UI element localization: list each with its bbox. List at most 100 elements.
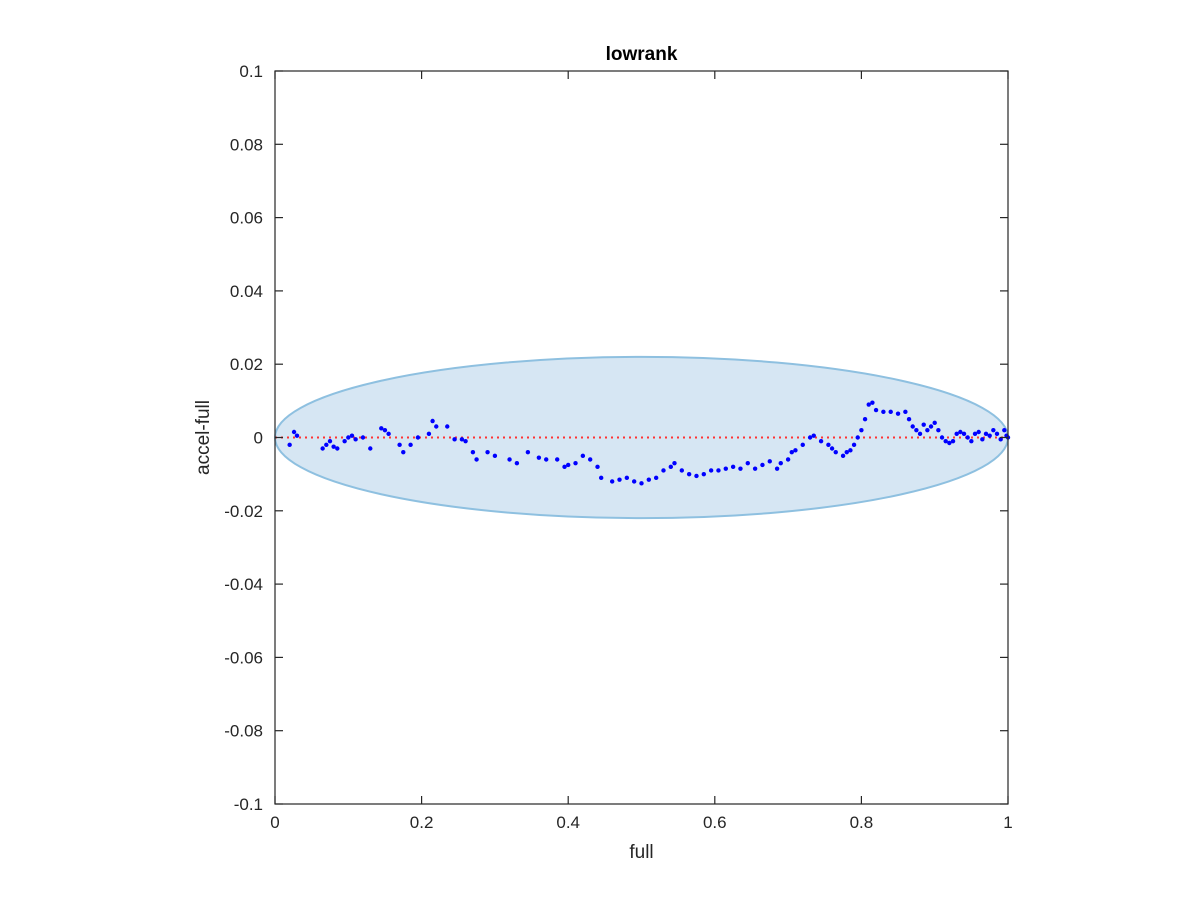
x-tick-label: 0.2 — [410, 813, 434, 832]
x-tick-label: 0.4 — [556, 813, 580, 832]
data-point — [580, 453, 586, 459]
data-point — [331, 444, 336, 449]
data-points — [287, 400, 1011, 486]
data-point — [320, 446, 325, 451]
data-point — [492, 453, 498, 459]
x-tick-label: 0.8 — [850, 813, 874, 832]
data-point — [910, 424, 915, 429]
data-point — [811, 433, 816, 438]
y-tick-label: 0.04 — [230, 282, 263, 301]
data-point — [793, 448, 798, 453]
plot-area — [274, 70, 1011, 805]
data-point — [807, 435, 813, 440]
data-point — [639, 481, 644, 486]
data-point — [701, 471, 707, 477]
y-tick-label: 0.02 — [230, 355, 263, 374]
data-point — [965, 435, 970, 440]
data-point — [346, 435, 351, 440]
data-point — [818, 438, 824, 444]
y-tick-label: 0.1 — [239, 62, 263, 81]
data-point — [386, 431, 391, 437]
data-point — [653, 475, 659, 481]
data-point — [914, 427, 919, 433]
x-tick-label: 0.6 — [703, 813, 727, 832]
data-point — [566, 462, 571, 468]
data-point — [672, 460, 677, 466]
data-point — [474, 457, 479, 462]
data-point — [928, 424, 934, 429]
data-point — [617, 477, 622, 482]
data-point — [335, 446, 340, 451]
data-point — [932, 420, 937, 426]
data-point — [851, 442, 857, 448]
data-point — [767, 459, 772, 464]
data-point — [976, 429, 981, 435]
y-tick-label: -0.06 — [224, 648, 263, 667]
data-point — [368, 446, 373, 451]
data-point — [760, 462, 765, 468]
data-point — [950, 438, 956, 444]
data-point — [991, 427, 996, 433]
data-point — [980, 437, 985, 442]
data-point — [434, 424, 439, 429]
data-point — [738, 466, 743, 471]
data-point — [774, 466, 780, 471]
data-point — [917, 431, 923, 437]
y-tick-label: -0.08 — [224, 722, 263, 741]
data-point — [862, 416, 868, 422]
y-axis-ticks: -0.1 -0.08 -0.06 -0.04 -0.02 0 0.02 0.04 0.06 0.0… — [224, 62, 1008, 814]
data-point — [895, 411, 901, 416]
data-point — [342, 438, 347, 444]
data-point — [694, 473, 699, 479]
data-point — [873, 407, 879, 413]
data-point — [745, 460, 750, 466]
data-point — [595, 464, 600, 470]
data-point — [459, 437, 465, 442]
data-point — [646, 477, 652, 482]
data-point — [961, 431, 967, 437]
data-point — [826, 442, 831, 448]
data-point — [958, 429, 963, 435]
data-point — [983, 431, 989, 437]
x-axis-label: full — [629, 842, 653, 863]
data-point — [507, 457, 512, 462]
data-point — [833, 449, 838, 455]
data-point — [686, 471, 692, 477]
data-point — [998, 437, 1003, 442]
data-point — [936, 427, 941, 433]
data-point — [426, 431, 432, 437]
data-point — [943, 438, 948, 444]
data-point — [353, 437, 358, 442]
data-point — [555, 457, 560, 462]
data-point — [789, 449, 794, 455]
chart-title: lowrank — [606, 44, 678, 65]
data-point — [939, 435, 945, 440]
data-point — [921, 422, 926, 427]
data-point — [840, 453, 846, 459]
data-point — [397, 442, 402, 448]
data-point — [661, 468, 666, 473]
data-point — [470, 449, 476, 455]
data-point — [401, 449, 406, 455]
data-point — [994, 431, 1000, 437]
data-point — [679, 468, 685, 473]
data-point — [778, 460, 783, 466]
data-point — [906, 416, 912, 422]
data-point — [954, 431, 959, 437]
data-point — [631, 479, 637, 484]
data-point — [624, 475, 630, 481]
data-point — [430, 418, 435, 424]
data-point — [324, 442, 329, 448]
data-point — [562, 464, 567, 470]
y-tick-label: -0.1 — [234, 795, 263, 814]
y-axis-label: accel-full — [193, 400, 214, 475]
y-tick-label: 0.06 — [230, 209, 263, 228]
y-tick-label: -0.04 — [224, 575, 263, 594]
data-point — [294, 433, 300, 438]
data-point — [382, 427, 388, 433]
y-tick-label: -0.02 — [224, 502, 263, 521]
data-point — [452, 437, 457, 442]
data-point — [723, 466, 728, 471]
data-point — [668, 464, 674, 470]
